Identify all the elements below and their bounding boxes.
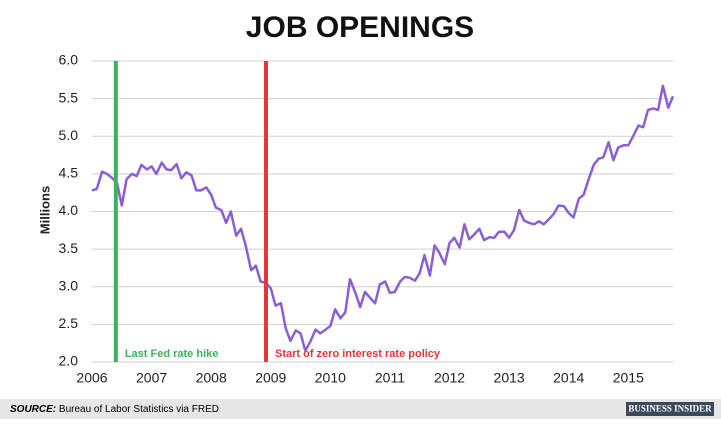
y-axis-label: Millions [37, 186, 52, 234]
reference-label: Start of zero interest rate policy [275, 348, 441, 360]
y-tick-label: 5.5 [59, 89, 79, 105]
data-line [91, 84, 675, 352]
footer [0, 399, 721, 419]
logo: BUSINESS INSIDER [628, 404, 712, 414]
x-tick-label: 2010 [315, 370, 346, 386]
y-tick-label: 4.5 [59, 165, 79, 181]
x-tick-label: 2013 [494, 370, 525, 386]
y-tick-label: 5.0 [59, 127, 79, 143]
y-tick-label: 3.5 [59, 240, 79, 256]
x-tick-label: 2008 [196, 370, 227, 386]
x-tick-label: 2009 [255, 370, 286, 386]
x-tick-label: 2015 [613, 370, 644, 386]
y-tick-label: 2.0 [59, 353, 79, 369]
chart-title: JOB OPENINGS [246, 11, 474, 44]
y-tick-label: 3.0 [59, 277, 79, 293]
y-tick-label: 2.5 [59, 315, 79, 331]
x-tick-label: 2011 [375, 370, 405, 386]
logo-box [626, 402, 714, 416]
reference-label: Last Fed rate hike [125, 348, 219, 360]
source-label: SOURCE: [10, 404, 56, 415]
x-tick-label: 2014 [553, 370, 584, 386]
y-tick-label: 4.0 [59, 202, 79, 218]
x-tick-label: 2007 [136, 370, 167, 386]
x-tick-label: 2012 [434, 370, 465, 386]
source: SOURCE: Bureau of Labor Statistics via F… [10, 404, 219, 415]
x-tick-label: 2006 [76, 370, 107, 386]
y-tick-label: 6.0 [59, 52, 79, 68]
source-text: Bureau of Labor Statistics via FRED [59, 404, 219, 415]
